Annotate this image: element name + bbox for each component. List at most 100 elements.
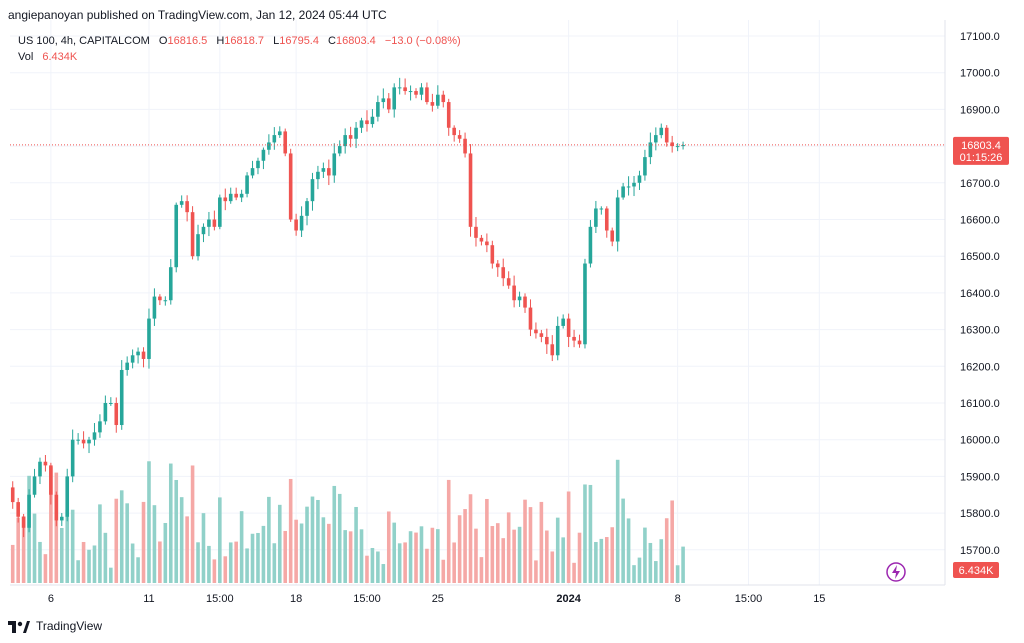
- volume-bar: [615, 459, 620, 583]
- volume-bar: [561, 537, 565, 583]
- candle-body: [147, 318, 151, 359]
- volume-bar: [283, 530, 288, 583]
- time-tick-label: 25: [432, 593, 444, 605]
- volume-bar: [408, 531, 413, 583]
- candle-body: [277, 131, 282, 136]
- volume-bar: [495, 523, 500, 583]
- volume-bar: [588, 484, 593, 583]
- volume-bar: [185, 516, 189, 583]
- candle-body: [196, 234, 200, 257]
- candle-body: [479, 237, 484, 242]
- volume-bar: [59, 527, 64, 583]
- volume-bar: [621, 498, 625, 583]
- candle-body: [670, 142, 674, 147]
- candle-body: [566, 318, 571, 337]
- candle-body: [534, 329, 538, 334]
- candle-body: [588, 226, 593, 264]
- volume-bar: [506, 512, 511, 583]
- volume-bar: [534, 560, 538, 583]
- price-tick-label: 15700.0: [960, 545, 1000, 557]
- svg-text:Vol 6.434K: Vol 6.434K: [18, 51, 78, 63]
- volume-bar: [32, 513, 37, 583]
- volume-bar: [392, 522, 397, 583]
- volume-bar: [261, 525, 266, 583]
- candle-body: [408, 91, 413, 93]
- candle-body: [250, 168, 255, 176]
- candle-body: [457, 135, 462, 139]
- volume-bar: [201, 513, 206, 583]
- volume-bar: [250, 533, 255, 583]
- candle-body: [599, 208, 604, 210]
- candle-body: [577, 340, 582, 345]
- candle-body: [114, 403, 119, 426]
- volume-bar: [637, 557, 642, 583]
- candle-body: [103, 403, 108, 422]
- candle-body: [59, 516, 64, 521]
- candle-body: [245, 175, 249, 194]
- legend-high: 16818.7: [224, 35, 264, 47]
- candles: [10, 77, 685, 538]
- volume-bar: [359, 529, 364, 583]
- candle-body: [212, 219, 217, 227]
- volume-bar: [272, 543, 277, 583]
- candle-body: [365, 120, 369, 125]
- volume-bar: [245, 548, 249, 583]
- volume-bar: [675, 565, 680, 583]
- candle-body: [452, 127, 456, 136]
- candle-body: [305, 201, 309, 216]
- candle-body: [594, 208, 598, 227]
- time-tick-label: 8: [675, 593, 681, 605]
- volume-bar: [659, 539, 664, 583]
- candle-body: [654, 135, 658, 143]
- volume-bar: [397, 543, 402, 583]
- candle-body: [21, 516, 26, 528]
- volume-bar: [577, 532, 582, 583]
- candle-body: [158, 296, 162, 301]
- candle-body: [125, 362, 129, 370]
- candle-body: [446, 102, 451, 128]
- volume-bar: [212, 559, 217, 583]
- volume-bar: [81, 541, 86, 583]
- candle-body: [441, 94, 446, 103]
- candle-body: [207, 219, 211, 227]
- candle-body: [136, 351, 140, 356]
- price-tick-label: 16600.0: [960, 215, 1000, 227]
- volume-bar: [539, 501, 544, 583]
- volume-bar: [114, 498, 119, 583]
- candle-body: [185, 201, 189, 213]
- legend-close: 16803.4: [336, 35, 376, 47]
- volume-bar: [485, 498, 489, 583]
- volume-bar: [343, 530, 347, 583]
- volume-bar: [87, 549, 91, 583]
- candle-body: [288, 153, 293, 220]
- candle-body: [539, 333, 544, 337]
- volume-bar: [376, 551, 380, 583]
- tradingview-logo-icon: [8, 621, 30, 633]
- volume-bar: [430, 527, 435, 583]
- replay-icon[interactable]: [886, 562, 906, 582]
- tradingview-logo[interactable]: TradingView: [8, 619, 102, 633]
- candle-body: [163, 300, 168, 302]
- volume-bar: [234, 541, 238, 583]
- price-tick-label: 16000.0: [960, 435, 1000, 447]
- volume-bar: [109, 567, 113, 583]
- volume-bar: [474, 528, 478, 583]
- candle-body: [348, 135, 353, 139]
- volume-bar: [168, 463, 173, 583]
- volume-bar: [152, 505, 157, 583]
- candle-body: [495, 263, 500, 268]
- price-tick-label: 17100.0: [960, 31, 1000, 43]
- candle-body: [10, 487, 15, 503]
- candle-body: [43, 461, 48, 466]
- candle-body: [27, 494, 31, 528]
- candle-body: [648, 142, 653, 158]
- candle-body: [397, 87, 402, 89]
- candle-body: [555, 325, 560, 356]
- candle-body: [49, 465, 53, 495]
- price-tick-label: 17000.0: [960, 68, 1000, 80]
- legend-symbol: US 100, 4h, CAPITALCOM: [18, 35, 150, 47]
- volume-bar: [457, 515, 462, 583]
- volume-bar: [179, 497, 184, 583]
- price-tick-label: 15800.0: [960, 508, 1000, 520]
